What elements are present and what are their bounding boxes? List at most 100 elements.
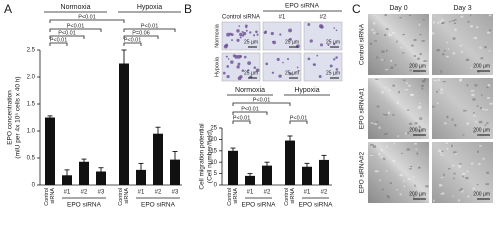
texture xyxy=(408,84,412,87)
texture xyxy=(376,121,379,123)
texture xyxy=(453,22,457,25)
texture xyxy=(479,145,483,147)
scale-bar-label: 200 µm xyxy=(409,127,426,133)
cell-dot xyxy=(225,55,228,58)
texture xyxy=(489,29,491,32)
texture xyxy=(382,113,385,115)
texture xyxy=(402,79,406,81)
texture xyxy=(385,28,389,30)
texture xyxy=(470,162,474,165)
y-tick-label: 15 xyxy=(210,148,217,154)
texture xyxy=(452,37,456,40)
y-tick-label: 10 xyxy=(210,160,217,166)
cell-dot xyxy=(230,60,234,64)
y-tick-label: 0 xyxy=(32,183,36,189)
cell-dot xyxy=(227,58,230,60)
significance-label: P<0.01 xyxy=(241,106,259,112)
x-tick-label: #1 xyxy=(138,190,145,196)
significance-bracket xyxy=(232,111,268,115)
texture xyxy=(388,34,392,37)
cell-dot xyxy=(307,57,311,61)
texture xyxy=(441,150,444,153)
texture xyxy=(432,21,435,24)
texture xyxy=(487,84,491,87)
texture xyxy=(414,122,418,125)
significance-bracket xyxy=(232,102,291,106)
significance-bracket xyxy=(49,19,125,23)
column-label: #2 xyxy=(320,15,327,21)
texture xyxy=(416,152,419,155)
cell-dot xyxy=(242,31,247,36)
cell-dot xyxy=(232,54,236,58)
texture xyxy=(432,32,435,35)
significance-label: P<0.01 xyxy=(290,115,308,121)
texture xyxy=(400,46,403,49)
bar xyxy=(119,63,129,185)
texture xyxy=(443,122,447,125)
cell-dot xyxy=(316,54,319,57)
texture xyxy=(397,135,400,137)
significance-bracket xyxy=(49,28,102,32)
texture xyxy=(486,122,489,125)
subgroup-label: EPO siRNA xyxy=(242,202,277,209)
texture xyxy=(476,105,479,107)
texture xyxy=(409,167,412,169)
cell-dot xyxy=(255,68,260,73)
texture xyxy=(451,164,455,167)
texture xyxy=(445,55,449,58)
significance-bracket xyxy=(289,120,308,124)
texture xyxy=(419,52,422,56)
texture xyxy=(381,59,384,61)
texture xyxy=(376,170,379,173)
texture xyxy=(441,19,445,21)
cell-dot xyxy=(243,55,247,59)
bar xyxy=(45,117,55,185)
texture xyxy=(417,188,420,190)
cell-dot xyxy=(318,74,322,78)
texture xyxy=(473,114,476,117)
texture xyxy=(392,114,395,116)
texture xyxy=(417,57,420,60)
texture xyxy=(421,84,425,87)
texture xyxy=(436,90,438,93)
texture xyxy=(409,122,413,125)
texture xyxy=(417,129,421,132)
cell-dot xyxy=(255,30,258,34)
texture xyxy=(446,42,449,44)
texture xyxy=(440,70,443,73)
texture xyxy=(418,125,421,128)
cell-dot xyxy=(225,45,228,48)
texture xyxy=(461,50,463,54)
texture xyxy=(469,25,474,28)
texture xyxy=(405,132,407,135)
significance-bracket xyxy=(123,28,176,32)
texture xyxy=(438,149,442,152)
texture xyxy=(378,126,381,129)
cell-dot xyxy=(263,31,267,35)
cell-dot xyxy=(237,62,241,66)
x-tick-label: #2 xyxy=(264,190,271,196)
texture xyxy=(437,21,439,24)
texture xyxy=(418,102,421,105)
texture xyxy=(411,44,414,47)
texture xyxy=(414,184,416,187)
texture xyxy=(451,144,453,148)
texture xyxy=(471,93,475,97)
texture xyxy=(413,38,417,42)
page: { "panel_labels": ["A", "B", "C"], "char… xyxy=(4,2,493,209)
texture xyxy=(380,148,383,152)
texture xyxy=(409,69,412,72)
texture xyxy=(392,84,395,87)
texture xyxy=(442,53,445,56)
texture xyxy=(476,150,479,153)
texture xyxy=(402,52,405,54)
texture xyxy=(453,172,456,175)
cell-dot xyxy=(241,30,244,33)
scale-bar-label: 200 µm xyxy=(409,63,426,69)
texture xyxy=(462,175,465,178)
texture xyxy=(440,192,443,195)
texture xyxy=(474,84,478,87)
texture xyxy=(407,131,410,135)
column-label: #1 xyxy=(279,15,286,21)
wound-image xyxy=(432,142,493,203)
